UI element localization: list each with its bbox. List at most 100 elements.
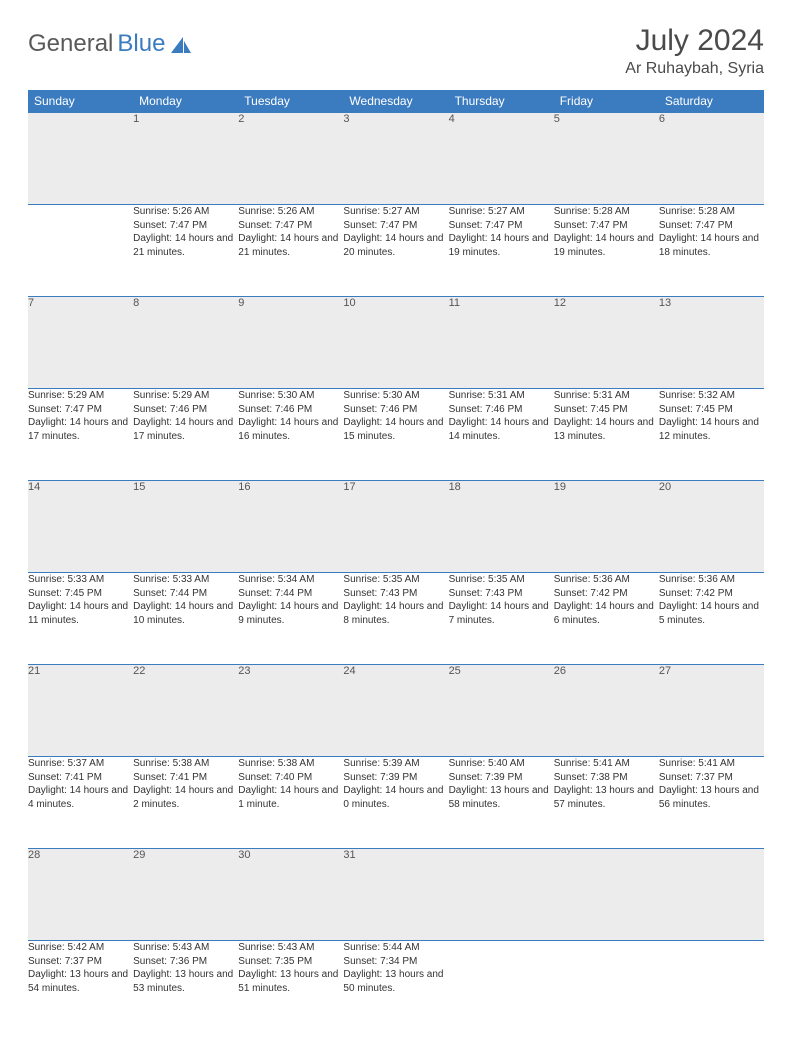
logo-text-general: General <box>28 30 113 58</box>
day-number-cell: 6 <box>659 113 764 205</box>
day-content-cell <box>449 941 554 1033</box>
day-content-cell: Sunrise: 5:29 AMSunset: 7:46 PMDaylight:… <box>133 389 238 481</box>
day-content-cell: Sunrise: 5:42 AMSunset: 7:37 PMDaylight:… <box>28 941 133 1033</box>
sunset-line: Sunset: 7:47 PM <box>659 219 764 233</box>
sunrise-line: Sunrise: 5:31 AM <box>449 389 554 403</box>
sunset-line: Sunset: 7:45 PM <box>28 587 133 601</box>
day-header: Tuesday <box>238 90 343 113</box>
daylight-line: Daylight: 13 hours and 58 minutes. <box>449 784 554 811</box>
day-content-cell: Sunrise: 5:27 AMSunset: 7:47 PMDaylight:… <box>449 205 554 297</box>
day-number-cell: 5 <box>554 113 659 205</box>
sunset-line: Sunset: 7:41 PM <box>28 771 133 785</box>
day-header: Friday <box>554 90 659 113</box>
week-daynum-row: 21222324252627 <box>28 665 764 757</box>
sunset-line: Sunset: 7:43 PM <box>343 587 448 601</box>
sunset-line: Sunset: 7:38 PM <box>554 771 659 785</box>
sunrise-line: Sunrise: 5:30 AM <box>238 389 343 403</box>
sunrise-line: Sunrise: 5:39 AM <box>343 757 448 771</box>
daylight-line: Daylight: 14 hours and 7 minutes. <box>449 600 554 627</box>
day-number-cell: 27 <box>659 665 764 757</box>
day-content-cell: Sunrise: 5:38 AMSunset: 7:41 PMDaylight:… <box>133 757 238 849</box>
day-content-cell: Sunrise: 5:40 AMSunset: 7:39 PMDaylight:… <box>449 757 554 849</box>
day-content-cell: Sunrise: 5:37 AMSunset: 7:41 PMDaylight:… <box>28 757 133 849</box>
title-block: July 2024 Ar Ruhaybah, Syria <box>625 24 764 78</box>
day-content-cell: Sunrise: 5:36 AMSunset: 7:42 PMDaylight:… <box>554 573 659 665</box>
day-header: Saturday <box>659 90 764 113</box>
sunset-line: Sunset: 7:34 PM <box>343 955 448 969</box>
sunrise-line: Sunrise: 5:32 AM <box>659 389 764 403</box>
day-content-cell: Sunrise: 5:26 AMSunset: 7:47 PMDaylight:… <box>238 205 343 297</box>
sunrise-line: Sunrise: 5:30 AM <box>343 389 448 403</box>
day-number-cell <box>554 849 659 941</box>
sunrise-line: Sunrise: 5:43 AM <box>133 941 238 955</box>
sunset-line: Sunset: 7:44 PM <box>238 587 343 601</box>
sunrise-line: Sunrise: 5:36 AM <box>554 573 659 587</box>
day-number-cell: 29 <box>133 849 238 941</box>
day-content-cell: Sunrise: 5:35 AMSunset: 7:43 PMDaylight:… <box>449 573 554 665</box>
sunrise-line: Sunrise: 5:29 AM <box>28 389 133 403</box>
daylight-line: Daylight: 14 hours and 16 minutes. <box>238 416 343 443</box>
day-number-cell: 13 <box>659 297 764 389</box>
sunrise-line: Sunrise: 5:33 AM <box>28 573 133 587</box>
day-number-cell: 22 <box>133 665 238 757</box>
daylight-line: Daylight: 13 hours and 53 minutes. <box>133 968 238 995</box>
day-content-cell: Sunrise: 5:44 AMSunset: 7:34 PMDaylight:… <box>343 941 448 1033</box>
day-number-cell: 17 <box>343 481 448 573</box>
sunrise-line: Sunrise: 5:37 AM <box>28 757 133 771</box>
day-content-cell <box>554 941 659 1033</box>
header: GeneralBlue July 2024 Ar Ruhaybah, Syria <box>28 24 764 78</box>
sunset-line: Sunset: 7:46 PM <box>449 403 554 417</box>
day-header: Thursday <box>449 90 554 113</box>
logo-text-blue: Blue <box>117 30 165 58</box>
day-number-cell: 18 <box>449 481 554 573</box>
week-content-row: Sunrise: 5:29 AMSunset: 7:47 PMDaylight:… <box>28 389 764 481</box>
day-number-cell: 24 <box>343 665 448 757</box>
calendar-table: Sunday Monday Tuesday Wednesday Thursday… <box>28 90 764 1033</box>
day-number-cell: 16 <box>238 481 343 573</box>
sunset-line: Sunset: 7:39 PM <box>449 771 554 785</box>
week-daynum-row: 28293031 <box>28 849 764 941</box>
week-daynum-row: 123456 <box>28 113 764 205</box>
sunrise-line: Sunrise: 5:40 AM <box>449 757 554 771</box>
day-content-cell <box>28 205 133 297</box>
day-content-cell: Sunrise: 5:33 AMSunset: 7:45 PMDaylight:… <box>28 573 133 665</box>
day-content-cell: Sunrise: 5:27 AMSunset: 7:47 PMDaylight:… <box>343 205 448 297</box>
sunset-line: Sunset: 7:37 PM <box>659 771 764 785</box>
day-content-cell: Sunrise: 5:30 AMSunset: 7:46 PMDaylight:… <box>238 389 343 481</box>
sunrise-line: Sunrise: 5:43 AM <box>238 941 343 955</box>
sunrise-line: Sunrise: 5:27 AM <box>449 205 554 219</box>
sunrise-line: Sunrise: 5:38 AM <box>238 757 343 771</box>
daylight-line: Daylight: 14 hours and 13 minutes. <box>554 416 659 443</box>
sunrise-line: Sunrise: 5:28 AM <box>554 205 659 219</box>
sunrise-line: Sunrise: 5:27 AM <box>343 205 448 219</box>
daylight-line: Daylight: 14 hours and 1 minute. <box>238 784 343 811</box>
sunrise-line: Sunrise: 5:33 AM <box>133 573 238 587</box>
day-number-cell: 19 <box>554 481 659 573</box>
daylight-line: Daylight: 14 hours and 6 minutes. <box>554 600 659 627</box>
sunset-line: Sunset: 7:46 PM <box>343 403 448 417</box>
sunset-line: Sunset: 7:47 PM <box>133 219 238 233</box>
sunset-line: Sunset: 7:42 PM <box>659 587 764 601</box>
week-content-row: Sunrise: 5:37 AMSunset: 7:41 PM Daylight:… <box>28 757 764 849</box>
daylight-line: Daylight: 14 hours and 18 minutes. <box>659 232 764 259</box>
day-number-cell: 15 <box>133 481 238 573</box>
daylight-line: Daylight: 14 hours and 15 minutes. <box>343 416 448 443</box>
day-content-cell: Sunrise: 5:28 AMSunset: 7:47 PMDaylight:… <box>554 205 659 297</box>
day-number-cell: 8 <box>133 297 238 389</box>
sunrise-line: Sunrise: 5:35 AM <box>449 573 554 587</box>
sunset-line: Sunset: 7:45 PM <box>659 403 764 417</box>
sunset-line: Sunset: 7:43 PM <box>449 587 554 601</box>
day-number-cell <box>449 849 554 941</box>
sunset-line: Sunset: 7:40 PM <box>238 771 343 785</box>
daylight-line: Daylight: 13 hours and 51 minutes. <box>238 968 343 995</box>
sunrise-line: Sunrise: 5:41 AM <box>554 757 659 771</box>
day-content-cell: Sunrise: 5:31 AMSunset: 7:45 PMDaylight:… <box>554 389 659 481</box>
calendar-page: GeneralBlue July 2024 Ar Ruhaybah, Syria… <box>0 0 792 1057</box>
day-content-cell: Sunrise: 5:41 AMSunset: 7:37 PMDaylight:… <box>659 757 764 849</box>
day-number-cell: 4 <box>449 113 554 205</box>
sunset-line: Sunset: 7:46 PM <box>238 403 343 417</box>
week-daynum-row: 14151617181920 <box>28 481 764 573</box>
day-content-cell: Sunrise: 5:39 AMSunset: 7:39 PMDaylight:… <box>343 757 448 849</box>
day-number-cell: 23 <box>238 665 343 757</box>
day-content-cell: Sunrise: 5:33 AMSunset: 7:44 PMDaylight:… <box>133 573 238 665</box>
